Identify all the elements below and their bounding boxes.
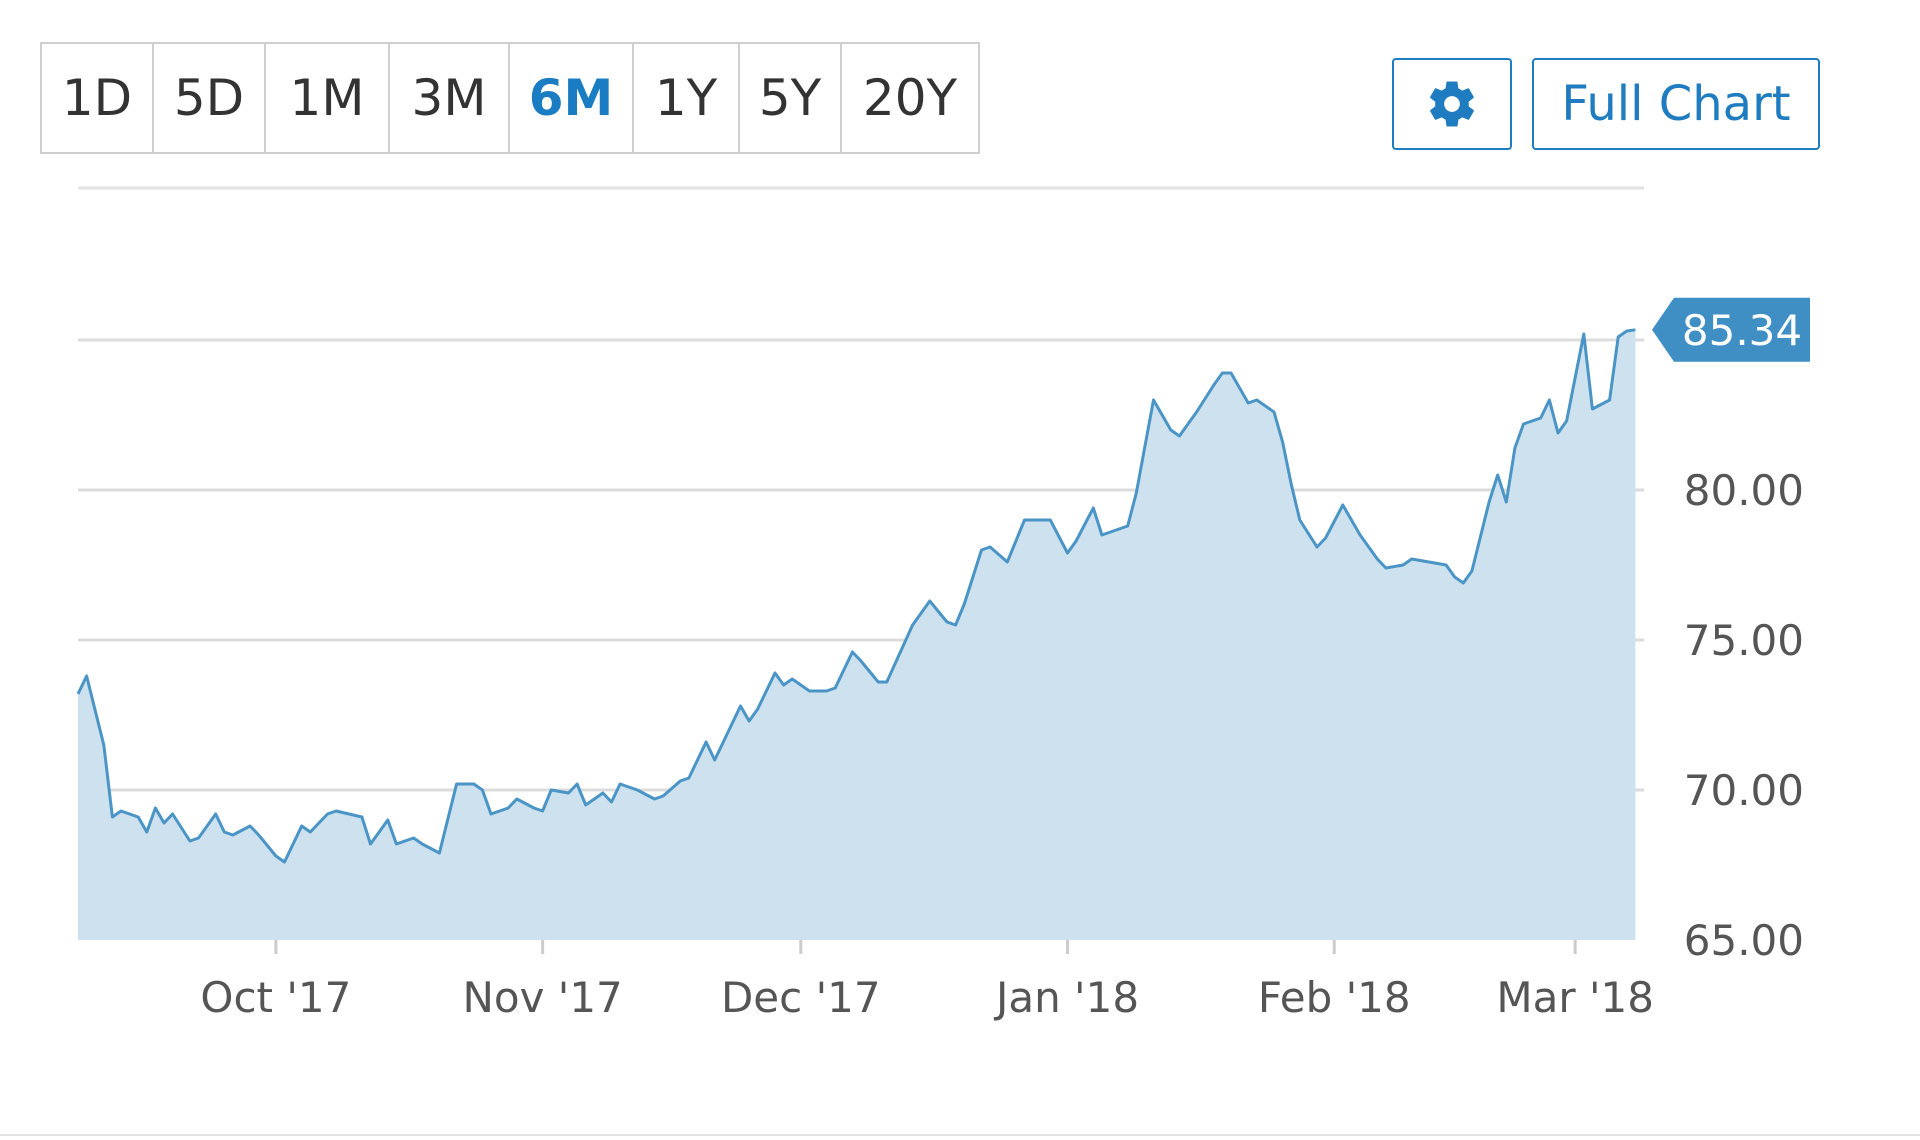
x-tick-label: Feb '18: [1258, 973, 1411, 1022]
chart-settings-button[interactable]: [1392, 58, 1512, 150]
x-tick-label: Oct '17: [200, 973, 351, 1022]
last-price-marker: 85.34: [1652, 297, 1810, 362]
y-tick-label: 75.00: [1684, 616, 1804, 665]
range-1d-button[interactable]: 1D: [42, 44, 154, 152]
x-tick-label: Jan '18: [993, 973, 1139, 1022]
range-5y-button[interactable]: 5Y: [740, 44, 842, 152]
range-1m-button[interactable]: 1M: [266, 44, 390, 152]
price-area: [78, 329, 1636, 940]
range-5d-button[interactable]: 5D: [154, 44, 266, 152]
range-1y-button[interactable]: 1Y: [634, 44, 740, 152]
y-tick-label: 80.00: [1684, 466, 1804, 515]
last-price-label: 85.34: [1682, 306, 1802, 355]
range-selector: 1D 5D 1M 3M 6M 1Y 5Y 20Y: [40, 42, 980, 154]
x-axis: Oct '17 Nov '17 Dec '17 Jan '18 Feb '18 Mar '…: [200, 940, 1654, 1022]
y-axis: 65.00 70.00 75.00 80.00: [1684, 466, 1804, 965]
x-tick-label: Dec '17: [721, 973, 881, 1022]
x-tick-label: Mar '18: [1496, 973, 1654, 1022]
x-tick-label: Nov '17: [462, 973, 622, 1022]
range-20y-button[interactable]: 20Y: [862, 69, 958, 127]
price-line: [76, 328, 1636, 864]
range-3m-button[interactable]: 3M: [390, 44, 510, 152]
y-tick-label: 70.00: [1684, 766, 1804, 815]
range-6m-button[interactable]: 6M: [510, 44, 634, 152]
gear-icon: [1430, 81, 1474, 127]
full-chart-button[interactable]: Full Chart: [1532, 58, 1820, 150]
last-price-badge: [1652, 297, 1810, 362]
bottom-divider: [0, 1134, 1920, 1136]
y-tick-label: 65.00: [1684, 916, 1804, 965]
